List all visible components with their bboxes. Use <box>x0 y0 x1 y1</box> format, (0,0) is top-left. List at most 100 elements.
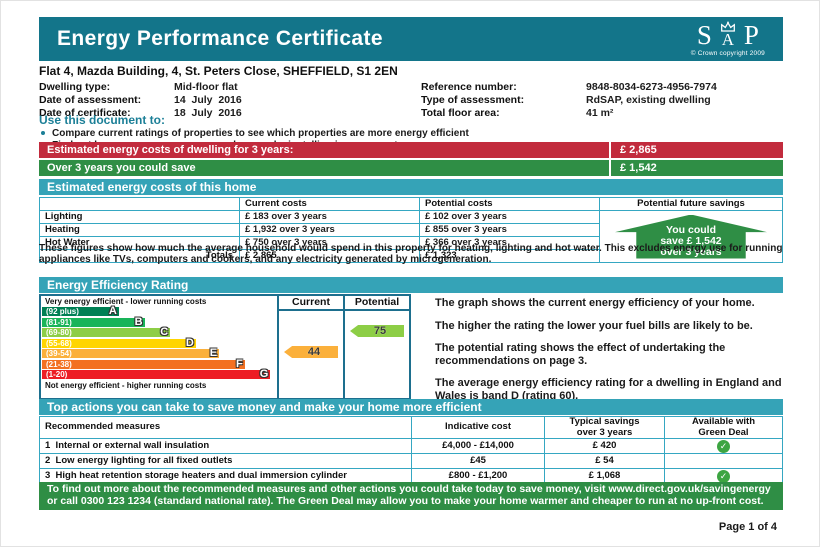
banner-divider <box>609 160 611 176</box>
cost-potential-value: £ 102 over 3 years <box>420 211 600 224</box>
band-range: (92 plus) <box>46 307 79 316</box>
band-letter: A <box>108 305 117 317</box>
sap-logo-letters: S A P <box>691 20 765 51</box>
rating-band-b: (81-91) B <box>42 316 145 328</box>
use-document-heading: Use this document to: <box>39 113 166 127</box>
property-address: Flat 4, Mazda Building, 4, St. Peters Cl… <box>39 64 398 78</box>
detail-value: 18 July 2016 <box>174 107 242 119</box>
action-green-deal <box>665 454 782 469</box>
current-rating-value: 44 <box>307 346 321 358</box>
rating-band-a: (92 plus) A <box>42 305 119 317</box>
potential-column-header: Potential <box>343 296 409 311</box>
footer-text: To find out more about the recommended m… <box>47 483 609 495</box>
action-cost: £800 - £1,200 <box>412 469 545 484</box>
detail-label: Total floor area: <box>421 107 500 119</box>
phone-number: 0300 123 1234 <box>80 494 151 507</box>
action-measure: 1 Internal or external wall insulation <box>40 439 412 454</box>
sap-letter-p: P <box>743 20 759 51</box>
detail-label: Type of assessment: <box>421 94 525 106</box>
detail-value: 9848-8034-6273-4956-7974 <box>586 81 717 93</box>
cost-row-label: Heating <box>40 224 240 237</box>
cost-potential-value: £ 366 over 3 years <box>420 237 600 250</box>
current-rating-column: 44 <box>277 311 343 398</box>
actions-header-green-deal: Available with Green Deal <box>665 416 782 439</box>
banner-value: £ 2,865 <box>620 144 657 156</box>
page-title: Energy Performance Certificate <box>57 27 383 50</box>
band-range: (69-80) <box>46 328 72 337</box>
more-info-box: To find out more about the recommended m… <box>39 482 783 510</box>
bullet-text: Compare current ratings of properties to… <box>52 128 469 139</box>
actions-table: Recommended measures Indicative cost Typ… <box>39 416 783 485</box>
action-cost: £4,000 - £14,000 <box>412 439 545 454</box>
action-savings: £ 1,068 <box>545 469 665 484</box>
actions-header-measures: Recommended measures <box>40 417 412 439</box>
cost-row-label: Lighting <box>40 211 240 224</box>
dwelling-details: Dwelling type: Mid-floor flat Reference … <box>39 81 783 119</box>
detail-label: Reference number: <box>421 81 517 93</box>
rating-band-c: (69-80) C <box>42 326 171 338</box>
sap-logo: S A P © Crown copyright 2009 <box>690 20 773 57</box>
costs-header-potential: Potential costs <box>420 198 600 211</box>
band-letter: C <box>160 326 169 338</box>
cost-current-value: £ 750 over 3 years <box>240 237 420 250</box>
cost-potential-value: £ 855 over 3 years <box>420 224 600 237</box>
cost-row-label: Hot Water <box>40 237 240 250</box>
band-letter: F <box>235 357 243 370</box>
action-savings: £ 54 <box>545 454 665 469</box>
savings-banner: Over 3 years you could save £ 1,542 <box>39 160 783 176</box>
banner-value: £ 1,542 <box>620 162 657 174</box>
costs-header-empty <box>40 198 240 211</box>
rating-band-g: (1-20) G <box>42 368 271 380</box>
bullet-item: Compare current ratings of properties to… <box>41 128 469 139</box>
detail-value: Mid-floor flat <box>174 81 238 93</box>
rating-bands: Very energy efficient - lower running co… <box>41 296 277 398</box>
action-measure: 2 Low energy lighting for all fixed outl… <box>40 454 412 469</box>
action-cost: £45 <box>412 454 545 469</box>
current-column-header: Current <box>277 296 343 311</box>
page-number: Page 1 of 4 <box>718 521 777 533</box>
rating-explanation: The graph shows the current energy effic… <box>435 297 783 412</box>
actions-header-savings: Typical savings over 3 years <box>545 416 665 439</box>
totals-current-value: £ 2,865 <box>240 250 420 262</box>
potential-rating-value: 75 <box>373 325 387 337</box>
rating-section-title: Energy Efficiency Rating <box>39 277 783 293</box>
band-letter: G <box>259 368 269 380</box>
potential-rating-column: 75 <box>343 311 409 398</box>
band-range: (21-38) <box>46 359 72 369</box>
costs-table: Current costs Potential costs Potential … <box>39 197 783 263</box>
crown-copyright: © Crown copyright 2009 <box>690 49 765 57</box>
actions-header-cost: Indicative cost <box>412 417 545 439</box>
banner-label: Over 3 years you could save <box>47 162 196 174</box>
sap-letter-a: A <box>721 30 735 50</box>
costs-explanation-note: These figures show how much the average … <box>39 243 783 265</box>
banner-label: Estimated energy costs of dwelling for 3… <box>47 144 294 156</box>
detail-label: Date of assessment: <box>39 94 142 106</box>
band-range: (1-20) <box>46 370 68 379</box>
green-deal-check-icon: ✓ <box>717 470 730 483</box>
green-deal-check-icon: ✓ <box>717 439 730 453</box>
costs-section-title: Estimated energy costs of this home <box>39 179 783 195</box>
savings-url: www.direct.gov.uk/savingenergy <box>608 483 771 495</box>
footer-text: (standard national rate). The Green Deal… <box>150 494 764 507</box>
rating-paragraph: The higher the rating the lower your fue… <box>435 319 753 332</box>
band-letter: D <box>185 336 194 349</box>
rating-band-e: (39-54) E <box>42 347 220 359</box>
band-letter: E <box>209 347 218 359</box>
rating-paragraph: The graph shows the current energy effic… <box>435 297 755 309</box>
band-range: (55-68) <box>46 338 72 348</box>
rating-paragraph: The average energy efficiency rating for… <box>435 377 782 402</box>
action-measure: 3 High heat retention storage heaters an… <box>40 469 412 484</box>
action-savings: £ 420 <box>545 439 665 454</box>
rating-bottom-label: Not energy efficient - higher running co… <box>45 380 207 390</box>
cost-current-value: £ 1,932 over 3 years <box>240 224 420 237</box>
actions-section-title: Top actions you can take to save money a… <box>39 399 783 415</box>
sap-letter-s: S <box>696 20 712 51</box>
rating-band-f: (21-38) F <box>42 357 245 370</box>
banner-divider <box>609 142 611 158</box>
energy-rating-chart: Very energy efficient - lower running co… <box>39 294 411 400</box>
rating-band-d: (55-68) D <box>42 336 196 349</box>
totals-label: Totals <box>40 250 240 262</box>
bullet-icon <box>41 131 45 135</box>
potential-savings-cell: You could save £ 1,542 over 3 years <box>600 211 782 262</box>
